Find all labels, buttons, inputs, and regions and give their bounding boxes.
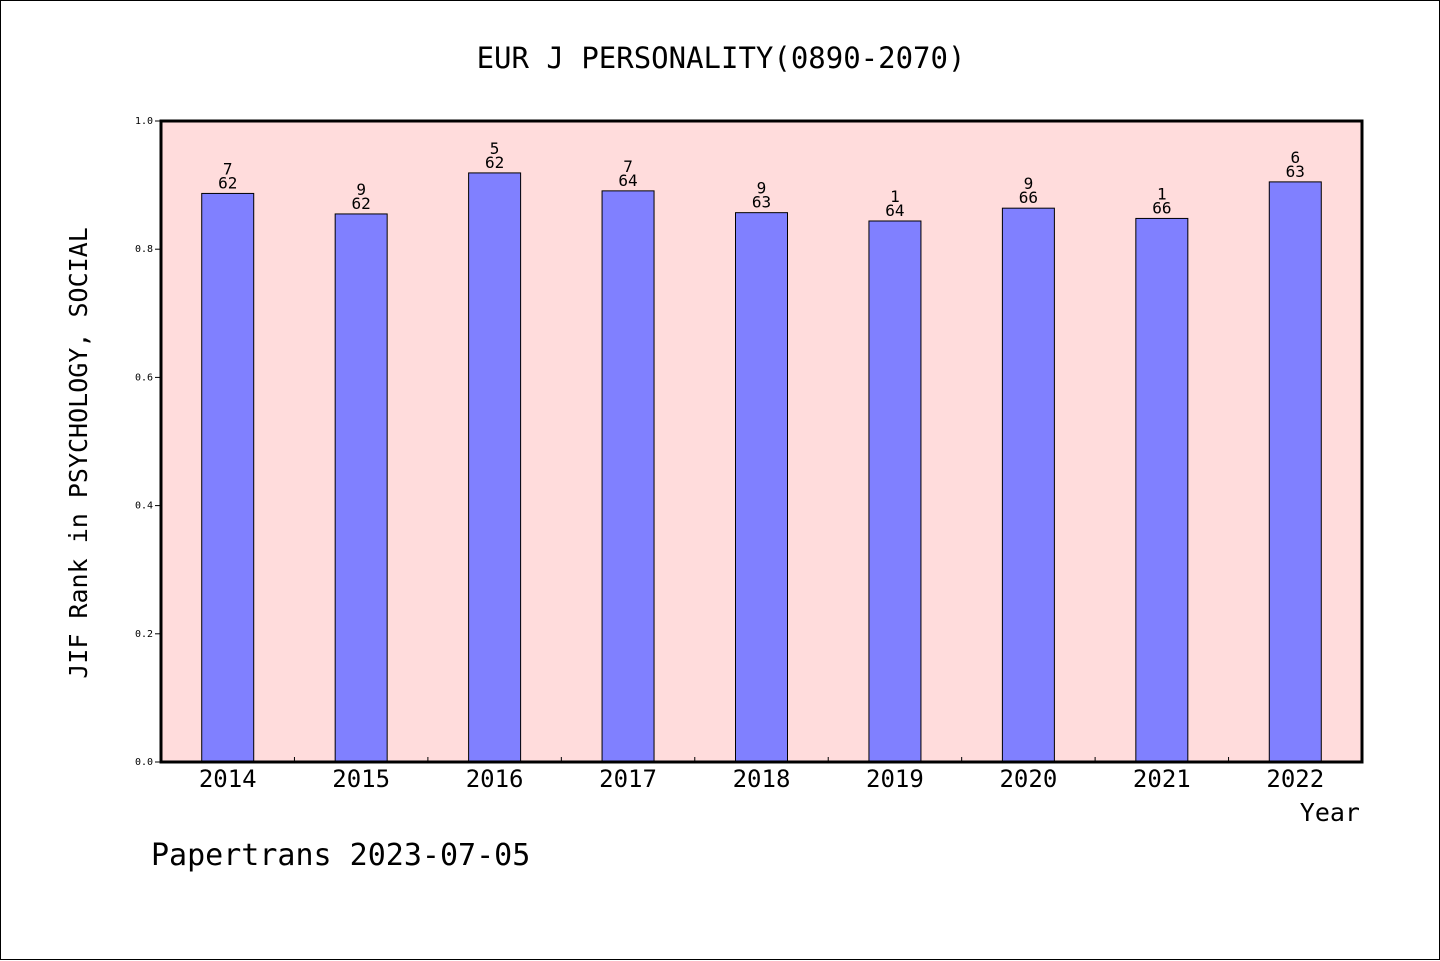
y-tick-label-0.6: 0.6 [135, 372, 153, 383]
y-tick-label-0.0: 0.0 [135, 757, 153, 768]
bar-2019 [868, 220, 922, 763]
bar-label-total-2019: 64 [885, 201, 904, 220]
y-axis: 0.0 0.2 0.4 0.6 0.8 1.0 [135, 116, 161, 768]
bar-label-rank-2017: 7 [623, 157, 633, 176]
bar-label-rank-2020: 9 [1024, 174, 1034, 193]
bar-label-rank-2022: 6 [1290, 148, 1300, 167]
x-tick-label-2016: 2016 [466, 765, 524, 793]
chart-title: EUR J PERSONALITY(0890-2070) [477, 41, 966, 75]
bar-2022 [1268, 181, 1322, 763]
bar-label-rank-2018: 9 [757, 179, 767, 198]
y-axis-label: JIF Rank in PSYCHOLOGY, SOCIAL [64, 227, 93, 679]
x-tick-label-2020: 2020 [999, 765, 1057, 793]
x-axis: 2014 2015 2016 2017 2018 2019 2020 2021 2022 [199, 757, 1324, 793]
x-tick-label-2021: 2021 [1133, 765, 1191, 793]
x-tick-label-2022: 2022 [1266, 765, 1324, 793]
bar-2018 [735, 212, 788, 763]
bar-label-rank-2014: 7 [223, 159, 233, 178]
bar-2014 [201, 192, 255, 763]
bar-label-total-2016: 62 [485, 153, 504, 172]
bar-2016 [468, 172, 522, 763]
bar-label-rank-2016: 5 [490, 139, 500, 158]
footer-text: Papertrans 2023-07-05 [151, 838, 530, 873]
y-tick-label-0.8: 0.8 [135, 244, 153, 255]
x-tick-label-2019: 2019 [866, 765, 924, 793]
bar-label-total-2021: 66 [1152, 198, 1171, 217]
bar-label-rank-2021: 1 [1157, 184, 1167, 203]
x-tick-label-2014: 2014 [199, 765, 257, 793]
x-tick-label-2015: 2015 [332, 765, 390, 793]
bar-label-total-2015: 62 [352, 194, 371, 213]
bar-label-total-2022: 63 [1286, 162, 1305, 181]
x-tick-label-2018: 2018 [733, 765, 791, 793]
x-axis-label: Year [1300, 798, 1360, 827]
y-tick-label-0.4: 0.4 [135, 501, 153, 512]
y-tick-label-1.0: 1.0 [135, 116, 153, 127]
bar-label-total-2018: 63 [752, 193, 771, 212]
bar-label-total-2020: 66 [1019, 188, 1038, 207]
bar-2015 [334, 213, 388, 763]
bar-label-total-2014: 62 [218, 173, 237, 192]
bar-2021 [1135, 217, 1189, 763]
bar-2020 [1001, 207, 1055, 763]
bar-label-rank-2019: 1 [890, 187, 900, 206]
plot-border [159, 119, 1364, 764]
x-tick-label-2017: 2017 [599, 765, 657, 793]
bars-group [201, 172, 1322, 763]
bar-2017 [601, 190, 655, 763]
bar-label-rank-2015: 9 [356, 180, 366, 199]
y-tick-label-0.2: 0.2 [135, 629, 153, 640]
bar-label-total-2017: 64 [618, 171, 637, 190]
